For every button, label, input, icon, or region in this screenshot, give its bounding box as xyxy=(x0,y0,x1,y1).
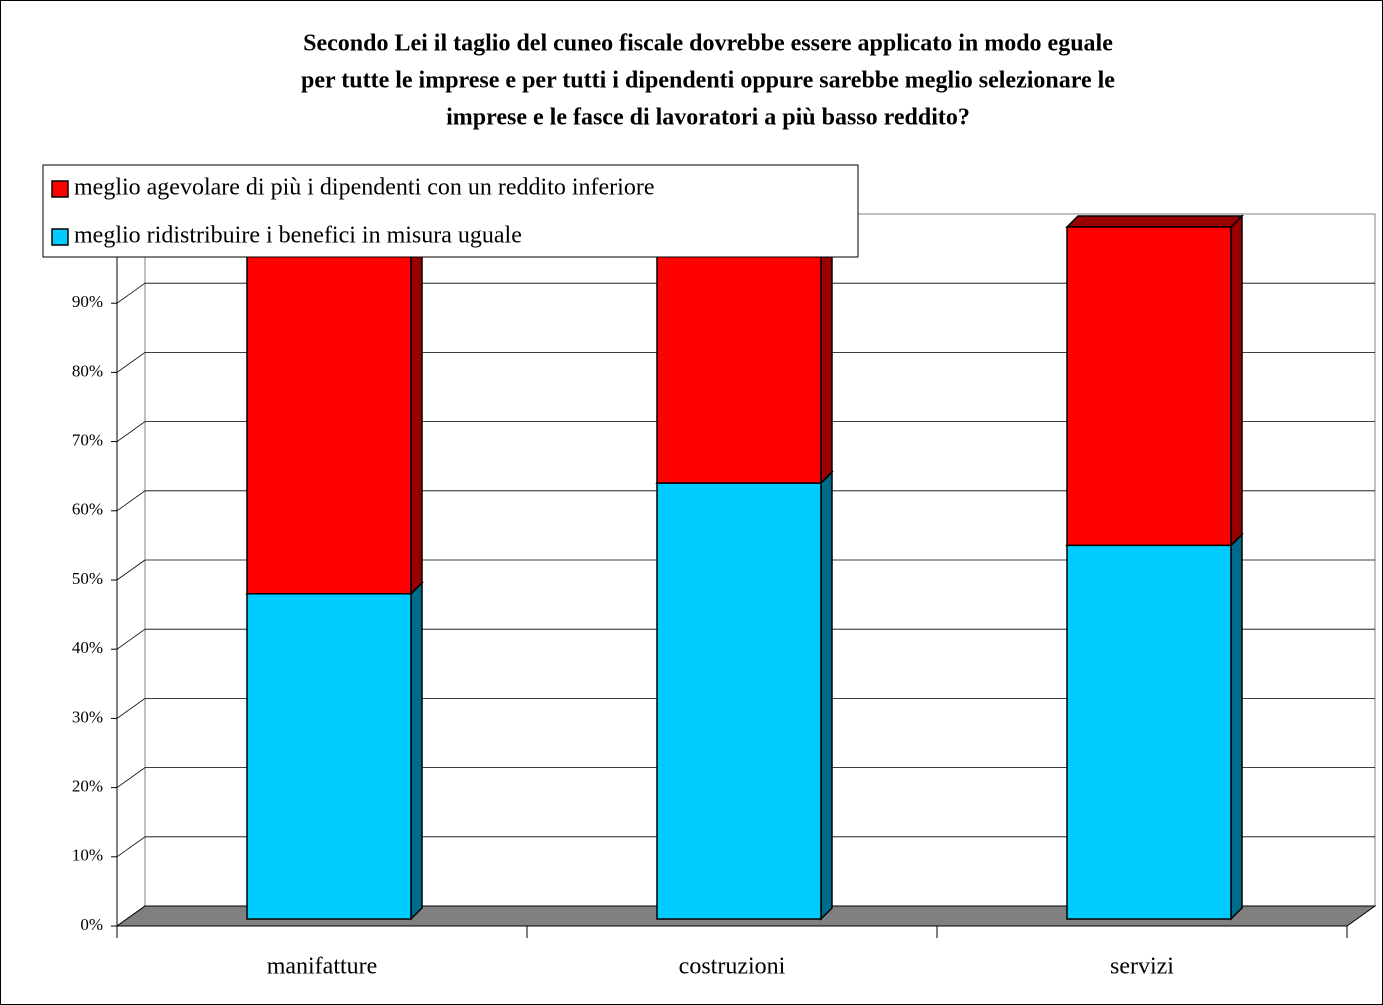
y-tick-label: 80% xyxy=(72,361,103,380)
x-tick-label: costruzioni xyxy=(679,954,786,980)
bar xyxy=(1066,226,1232,547)
labels: 0% 10% 20% 30% 40% 50% 60% 70% 80% 90% manifatture… xyxy=(72,292,1174,979)
bar xyxy=(656,482,822,920)
y-tick-label: 90% xyxy=(72,292,103,311)
bar xyxy=(246,226,412,595)
legend: meglio agevolare di più i dipendenti con… xyxy=(51,175,655,249)
title: Secondo Lei il taglio del cuneo fiscale … xyxy=(301,31,1115,131)
y-tick-label: 40% xyxy=(72,638,103,657)
grid-line xyxy=(116,490,146,512)
chart-title: per tutte le imprese e per tutti i dipen… xyxy=(301,68,1115,94)
grid-line xyxy=(116,421,146,442)
grid-line xyxy=(116,559,146,581)
y-tick-label: 0% xyxy=(80,915,103,934)
bar-side xyxy=(410,214,423,596)
y-tick-label: 30% xyxy=(72,707,103,726)
y-tick-label: 60% xyxy=(72,500,103,519)
bar-side xyxy=(820,470,833,921)
y-tick-label: 20% xyxy=(72,777,103,796)
legend-swatch xyxy=(51,180,69,198)
grid-line xyxy=(116,767,146,788)
grid-line xyxy=(116,352,146,373)
bar xyxy=(656,226,822,484)
grid-line xyxy=(116,836,146,858)
y-tick-label: 70% xyxy=(72,431,103,450)
grid-line xyxy=(116,282,146,304)
chart-title: Secondo Lei il taglio del cuneo fiscale … xyxy=(303,31,1113,57)
bars xyxy=(245,214,1244,921)
legend-label: meglio ridistribuire i benefici in misur… xyxy=(74,223,522,249)
legend-box xyxy=(42,164,859,258)
grid-line xyxy=(116,698,146,719)
y-tick-label: 10% xyxy=(72,846,103,865)
x-tick-label: servizi xyxy=(1110,954,1174,980)
bar xyxy=(1066,544,1232,920)
grid-line xyxy=(116,628,146,650)
bar-side xyxy=(1230,214,1243,548)
bar-top xyxy=(1065,215,1244,228)
legend-label: meglio agevolare di più i dipendenti con… xyxy=(74,175,655,201)
legend-swatch xyxy=(51,228,69,246)
y-tick-label: 50% xyxy=(72,569,103,588)
bar xyxy=(246,593,412,920)
x-tick-label: manifatture xyxy=(267,954,378,980)
bar-side xyxy=(1230,532,1243,921)
chart-title: imprese e le fasce di lavoratori a più b… xyxy=(446,105,970,131)
bar-side xyxy=(410,580,423,921)
